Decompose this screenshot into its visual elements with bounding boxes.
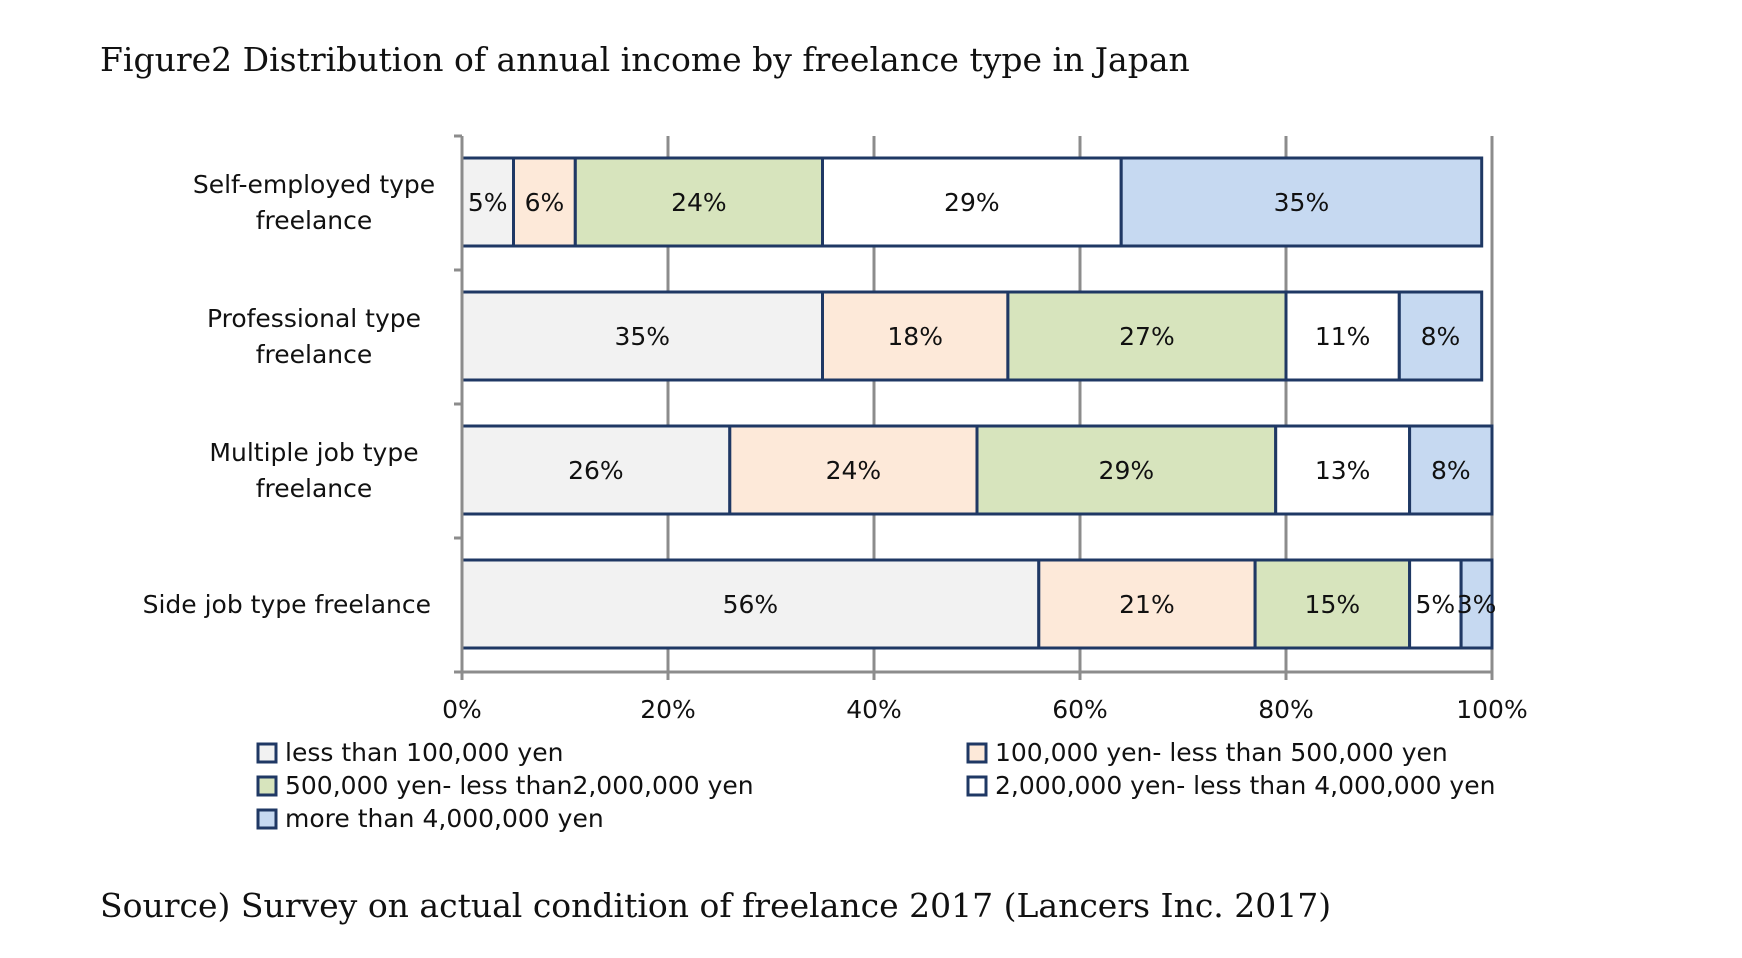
legend: less than 100,000 yen 100,000 yen- less t… <box>256 738 1495 833</box>
legend-swatch <box>256 808 278 830</box>
legend-swatch <box>966 775 988 797</box>
bar-segment <box>1397 290 1484 382</box>
category-label: freelance <box>256 474 373 503</box>
data-label: 11% <box>1315 322 1371 351</box>
data-label: 3% <box>1457 590 1497 619</box>
source-note: Source) Survey on actual condition of fr… <box>100 886 1332 925</box>
data-label: 8% <box>1431 456 1471 485</box>
data-label: 15% <box>1305 590 1361 619</box>
bar-segment <box>975 424 1278 516</box>
bar-segment <box>1459 558 1494 650</box>
data-label: 35% <box>614 322 670 351</box>
data-label: 13% <box>1315 456 1371 485</box>
data-label: 24% <box>671 188 727 217</box>
x-tick-label: 40% <box>846 695 902 724</box>
category-label: freelance <box>256 206 373 235</box>
x-tick-label: 100% <box>1456 695 1527 724</box>
bar-segment <box>821 290 1010 382</box>
category-label: Side job type freelance <box>143 590 431 619</box>
data-label: 27% <box>1119 322 1175 351</box>
data-label: 5% <box>468 188 508 217</box>
legend-label: 100,000 yen- less than 500,000 yen <box>995 738 1448 767</box>
bar-segment <box>460 290 824 382</box>
legend-swatch <box>966 742 988 764</box>
data-label: 5% <box>1416 590 1456 619</box>
bar-segment <box>1006 290 1288 382</box>
bar-segment <box>1284 290 1401 382</box>
bar-segment <box>1408 424 1494 516</box>
axis: 0% 20% 40% 60% 80% 100% Self-employed type free… <box>143 134 1528 724</box>
bar-segment <box>460 424 732 516</box>
x-tick-label: 80% <box>1258 695 1314 724</box>
category-label: freelance <box>256 340 373 369</box>
data-label: 35% <box>1274 188 1330 217</box>
data-label: 29% <box>944 188 1000 217</box>
data-label: 18% <box>887 322 943 351</box>
bar-segment <box>1037 558 1257 650</box>
legend-label: more than 4,000,000 yen <box>285 804 604 833</box>
data-label: 29% <box>1099 456 1155 485</box>
legend-swatch <box>256 775 278 797</box>
legend-swatch <box>256 742 278 764</box>
category-label: Professional type <box>207 304 421 333</box>
bar-segment <box>728 424 979 516</box>
legend-label: 500,000 yen- less than2,000,000 yen <box>285 771 754 800</box>
data-label: 6% <box>525 188 565 217</box>
bar-segment <box>1119 156 1484 248</box>
data-label: 26% <box>568 456 624 485</box>
x-tick-label: 0% <box>442 695 482 724</box>
bar-segment <box>1274 424 1412 516</box>
legend-label: less than 100,000 yen <box>285 738 563 767</box>
bar-segment <box>512 156 577 248</box>
chart-title: Figure2 Distribution of annual income by… <box>100 40 1190 79</box>
data-label: 56% <box>723 590 779 619</box>
legend-label: 2,000,000 yen- less than 4,000,000 yen <box>995 771 1495 800</box>
category-label: Multiple job type <box>209 438 418 467</box>
x-tick-label: 20% <box>640 695 696 724</box>
bar-segment <box>460 558 1041 650</box>
bar-segment <box>1253 558 1412 650</box>
data-label: 21% <box>1119 590 1175 619</box>
data-label: 24% <box>826 456 882 485</box>
x-tick-label: 60% <box>1052 695 1108 724</box>
data-label: 8% <box>1421 322 1461 351</box>
category-label: Self-employed type <box>193 170 435 199</box>
bars: 5% 6% 24% 29% 35% 35% 18% 27% 11% 8% 26% 24% 29% 13% 8… <box>460 156 1497 650</box>
bar-segment <box>1408 558 1463 650</box>
